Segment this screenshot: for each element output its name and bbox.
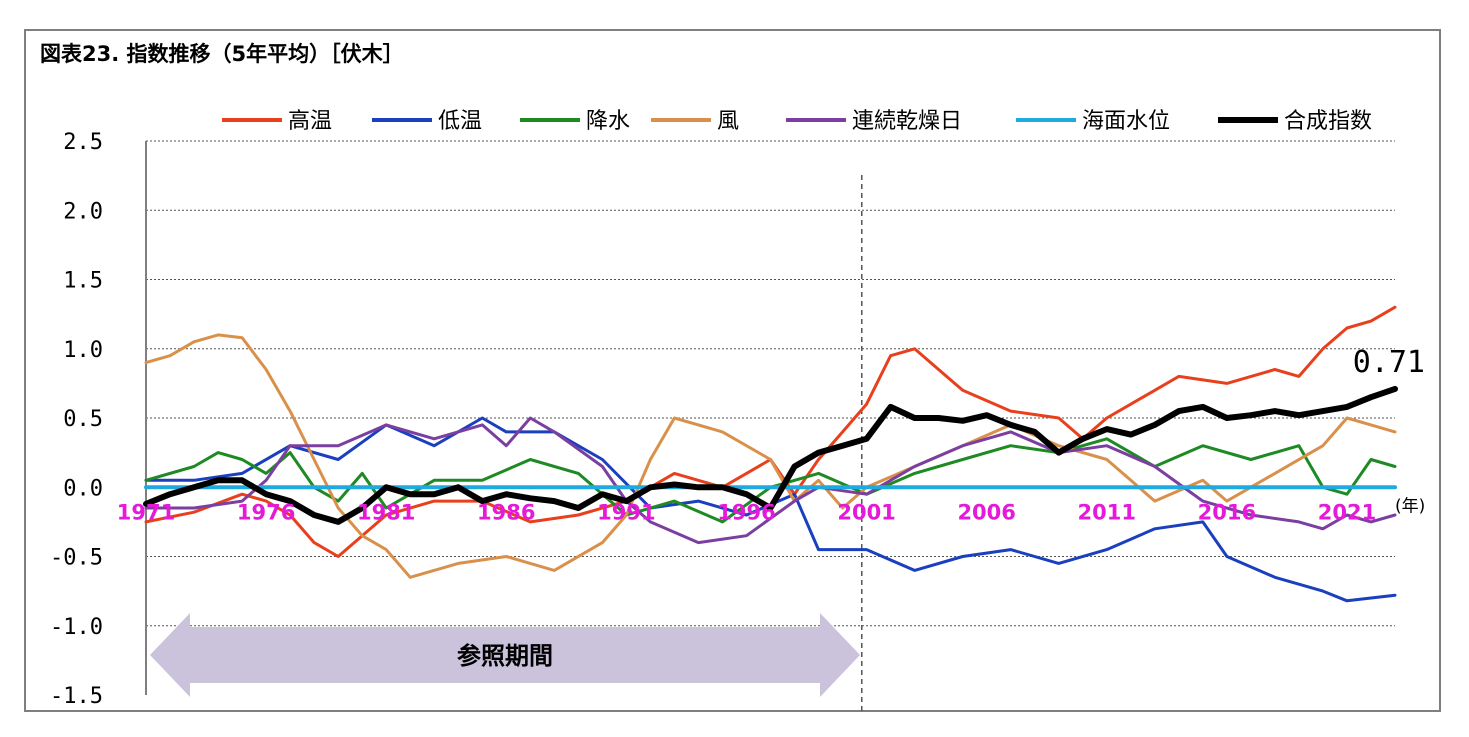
x-tick-label: 2001 [837,500,895,524]
chart-title: 図表23. 指数推移（5年平均）［伏木］ [40,42,404,66]
y-tick-label: -1.0 [50,615,103,640]
series-line-連続乾燥日 [144,416,1397,545]
y-tick-label: 1.0 [63,338,103,363]
x-tick-label: 1976 [237,500,295,524]
x-tick-label: 1986 [477,500,535,524]
series-line-合成指数 [143,385,1398,525]
y-tick-label: 2.0 [63,199,103,224]
x-tick-label: 2016 [1198,500,1256,524]
legend-label: 合成指数 [1284,109,1372,134]
y-tick-label: -1.5 [50,684,103,709]
x-tick-label: 1981 [357,500,415,524]
x-tick-label: 2021 [1318,500,1376,524]
x-tick-label: 1991 [597,500,655,524]
x-tick-label: 1971 [117,500,175,524]
legend-label: 降水 [586,109,630,134]
legend-label: 風 [717,109,739,134]
series-line-降水 [144,437,1397,524]
series-line-高温 [144,305,1397,558]
y-tick-label: 2.5 [63,130,103,155]
y-tick-label: 0.5 [63,407,103,432]
chart-frame [24,29,1441,712]
reference-period-label: 参照期間 [457,642,553,670]
reference-period-arrow [150,613,860,697]
series-line-風 [144,333,1397,579]
x-tick-label: 2011 [1078,500,1136,524]
x-tick-label: 2006 [957,500,1015,524]
legend-label: 海面水位 [1082,109,1170,134]
legend-label: 連続乾燥日 [852,109,962,134]
last-value-label: 0.71 [1353,345,1425,380]
x-axis-unit: (年) [1395,496,1425,516]
y-tick-label: -0.5 [50,546,103,571]
legend-label: 高温 [288,109,332,134]
y-tick-label: 1.5 [63,269,103,294]
x-tick-label: 1996 [717,500,775,524]
legend-label: 低温 [438,109,482,134]
y-tick-label: 0.0 [63,476,103,501]
